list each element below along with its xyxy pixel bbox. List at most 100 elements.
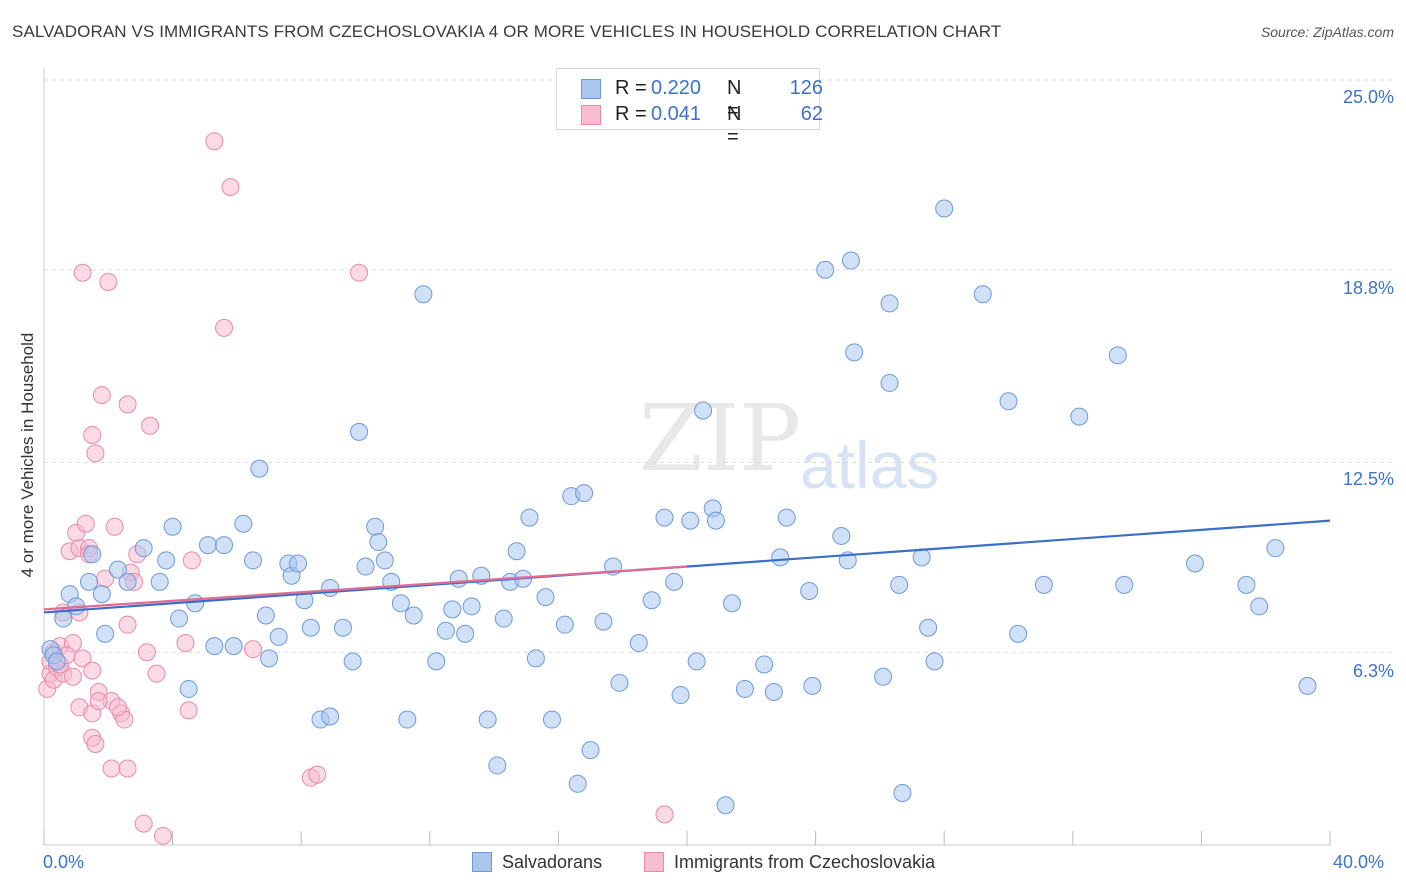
pink-point [63, 667, 82, 686]
blue-point [321, 578, 340, 597]
n-value: 62 [800, 103, 823, 125]
r-value: 0.220 [651, 77, 702, 99]
pink-point [215, 318, 234, 337]
blue-point [999, 392, 1018, 411]
blue-point [687, 652, 706, 671]
x-tick-min: 0.0% [43, 852, 85, 872]
r-value: 0.041 [651, 103, 702, 125]
blue-point [478, 710, 497, 729]
blue-point [198, 536, 217, 555]
blue-point [536, 588, 555, 607]
blue-swatch [581, 79, 601, 99]
blue-point [443, 600, 462, 619]
blue-point [1034, 575, 1053, 594]
pink-point [243, 640, 262, 659]
blue-point [260, 649, 279, 668]
blue-point [1009, 624, 1028, 643]
blue-point [414, 285, 433, 304]
blue-point [919, 618, 938, 637]
blue-point [134, 539, 153, 558]
blue-point [83, 545, 102, 564]
blue-point [488, 756, 507, 775]
blue-point [356, 557, 375, 576]
blue-point [1185, 554, 1204, 573]
blue-point [610, 673, 629, 692]
pink-point [137, 643, 156, 662]
pink-point [83, 661, 102, 680]
watermark-atlas: atlas [800, 428, 939, 502]
pink-point [99, 272, 118, 291]
pink-point [176, 634, 195, 653]
pink-point [118, 759, 137, 778]
blue-point [735, 679, 754, 698]
pink-point [118, 395, 137, 414]
blue-swatch [472, 852, 492, 872]
blue-point [288, 554, 307, 573]
blue-point [163, 517, 182, 536]
blue-point [507, 542, 526, 561]
pink-point [73, 263, 92, 282]
blue-point [427, 652, 446, 671]
blue-point [54, 609, 73, 628]
pink-point [105, 517, 124, 536]
x-tick-max: 40.0% [1333, 852, 1385, 872]
blue-point [803, 676, 822, 695]
blue-point [170, 609, 189, 628]
blue-point [912, 548, 931, 567]
pink-point [134, 814, 153, 833]
blue-point [215, 536, 234, 555]
blue-point [723, 594, 742, 613]
blue-point [269, 627, 288, 646]
blue-point [350, 422, 369, 441]
r-label: R = [615, 103, 647, 125]
blue-point [391, 594, 410, 613]
blue-point [575, 484, 594, 503]
blue-point [1070, 407, 1089, 426]
blue-point [890, 575, 909, 594]
stats-legend: R = 0.220 N = 126 R = 0.041 N = 62 [556, 68, 823, 148]
pink-point [655, 805, 674, 824]
pink-point [92, 386, 111, 405]
pink-point [153, 826, 172, 845]
blue-point [816, 260, 835, 279]
blue-point [568, 774, 587, 793]
pink-points [38, 132, 674, 845]
blue-point [375, 551, 394, 570]
blue-point [343, 652, 362, 671]
blue-point [1237, 575, 1256, 594]
blue-point [301, 618, 320, 637]
y-tick-12-5: 12.5% [1342, 469, 1394, 489]
blue-point [224, 637, 243, 656]
pink-point [76, 514, 95, 533]
blue-point [96, 624, 115, 643]
pink-swatch [644, 852, 664, 872]
blue-point [1115, 575, 1134, 594]
blue-point [333, 618, 352, 637]
blue-point [526, 649, 545, 668]
blue-point [841, 251, 860, 270]
blue-point [771, 548, 790, 567]
pink-point [89, 692, 108, 711]
blue-point [250, 459, 269, 478]
blue-point [494, 609, 513, 628]
blue-point [629, 634, 648, 653]
pink-point [118, 615, 137, 634]
trend-lines [43, 519, 1331, 614]
blue-point [832, 526, 851, 545]
blue-point [1250, 597, 1269, 616]
pink-point [350, 263, 369, 282]
blue-point [581, 741, 600, 760]
pink-point [182, 551, 201, 570]
blue-point [706, 511, 725, 530]
pink-point [141, 416, 160, 435]
pink-point [86, 735, 105, 754]
blue-point [243, 551, 262, 570]
blue-point [186, 594, 205, 613]
blue-point [880, 294, 899, 313]
blue-point [874, 667, 893, 686]
blue-point [398, 710, 417, 729]
blue-point [47, 652, 66, 671]
n-value: 126 [789, 77, 823, 99]
pink-trend-line [43, 565, 688, 611]
